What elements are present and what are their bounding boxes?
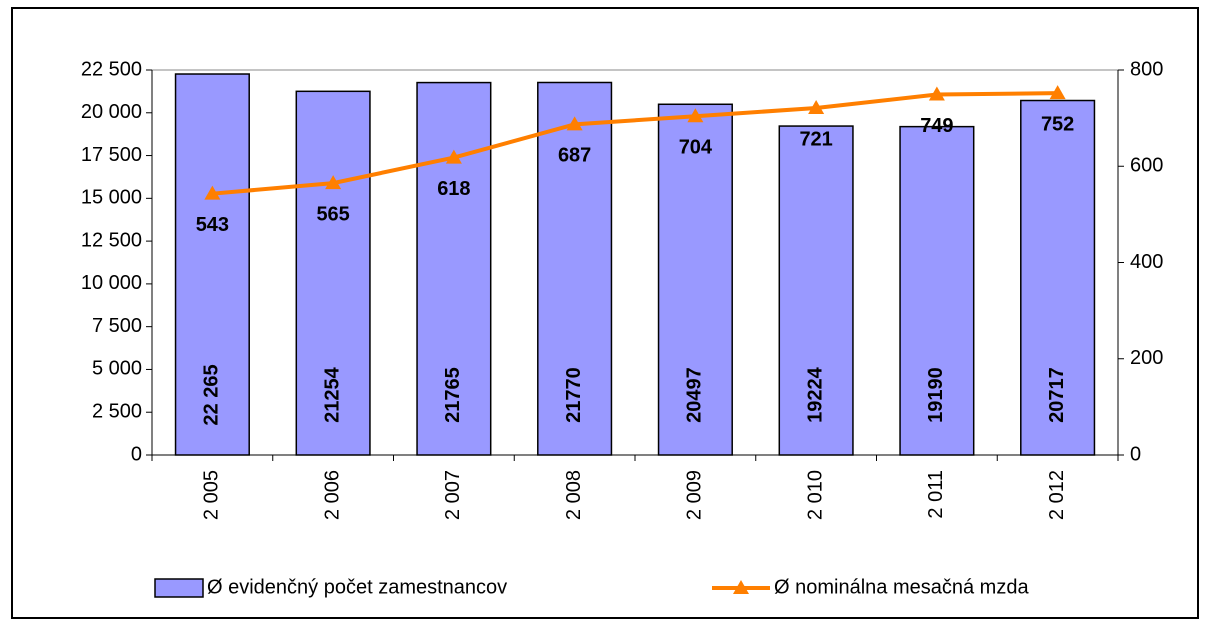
x-tick-label: 2 011: [925, 470, 947, 519]
line: [212, 91, 1058, 196]
line-label: 704: [679, 136, 713, 158]
y2-tick-label: 0: [1130, 443, 1141, 465]
x-tick-label: 2 012: [1046, 470, 1068, 520]
y-tick-label: 0: [131, 443, 142, 465]
line-marker: [325, 175, 342, 190]
x-tick-label: 2 009: [684, 470, 706, 520]
bar-label: 20497: [684, 367, 706, 423]
bar: [778, 125, 854, 456]
y-tick-label: 5 000: [92, 358, 142, 380]
y2-tick-label: 200: [1130, 347, 1163, 369]
y-tick-label: 17 500: [81, 144, 142, 166]
x-tick-label: 2 005: [201, 470, 223, 520]
bar-label: 19224: [804, 366, 826, 422]
x-tick-label: 2 007: [442, 470, 464, 520]
bar-label: 20717: [1046, 367, 1068, 423]
line-label: 687: [558, 145, 591, 167]
bar: [657, 103, 733, 456]
bar-label: 21254: [321, 366, 343, 422]
bar: [416, 81, 492, 456]
line-marker: [687, 108, 704, 123]
legend-marker: [733, 580, 749, 594]
y-tick-label: 22 500: [81, 58, 142, 80]
chart-frame: [11, 7, 1199, 619]
line-marker: [1049, 85, 1066, 100]
line-marker: [808, 100, 825, 115]
line-label: 752: [1041, 113, 1074, 135]
x-tick-label: 2 006: [321, 470, 343, 520]
y-tick-label: 7 500: [92, 315, 142, 337]
bar-label: 22 265: [201, 364, 223, 425]
y2-tick-label: 400: [1130, 251, 1163, 273]
legend-label: Ø nominálna mesačná mzda: [774, 576, 1029, 598]
bar-label: 21770: [563, 367, 585, 423]
bar-label: 19190: [925, 367, 947, 423]
x-tick-label: 2 010: [804, 470, 826, 520]
line-marker: [204, 185, 221, 200]
y-tick-label: 12 500: [81, 229, 142, 251]
y2-tick-label: 600: [1130, 155, 1163, 177]
y-tick-label: 15 000: [81, 187, 142, 209]
legend-label: Ø evidenčný počet zamestnancov: [207, 576, 507, 598]
line-label: 543: [196, 214, 229, 236]
legend-swatch: [154, 578, 204, 598]
y2-tick-label: 800: [1130, 58, 1163, 80]
x-tick-label: 2 008: [563, 470, 585, 520]
line-label: 618: [437, 178, 470, 200]
line-marker: [566, 116, 583, 131]
bar: [1020, 99, 1096, 456]
line-label: 749: [920, 115, 953, 137]
y-tick-label: 2 500: [92, 401, 142, 423]
line-label: 565: [316, 203, 349, 225]
y-tick-label: 20 000: [81, 101, 142, 123]
bar: [537, 81, 613, 456]
bar: [174, 73, 250, 456]
bar: [899, 125, 975, 456]
line-label: 721: [799, 128, 832, 150]
bar: [295, 90, 371, 456]
y-tick-label: 10 000: [81, 272, 142, 294]
line-marker: [445, 149, 462, 164]
bar-label: 21765: [442, 367, 464, 423]
line-marker: [928, 86, 945, 101]
